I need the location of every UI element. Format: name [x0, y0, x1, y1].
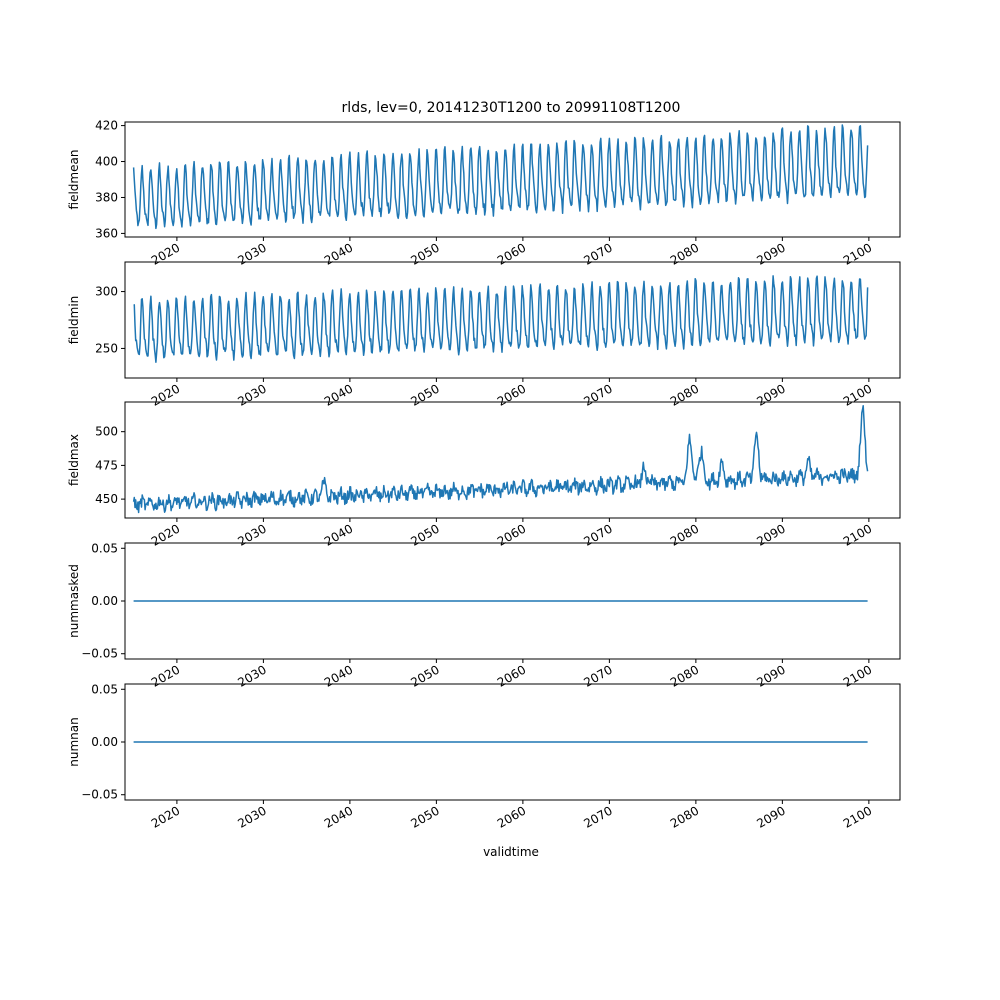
y-axis-label: fieldmin [67, 296, 81, 345]
figure-title: rlds, lev=0, 20141230T1200 to 20991108T1… [342, 100, 681, 116]
series-line-fieldmin [133, 275, 869, 363]
y-tick-label: −0.05 [81, 788, 118, 802]
y-tick-label: 450 [95, 492, 118, 506]
y-tick-label: 400 [95, 155, 118, 169]
axes-frame [124, 261, 901, 379]
y-tick-label: 250 [95, 341, 118, 355]
y-axis-label: fieldmean [67, 150, 81, 210]
x-axis-label: validtime [483, 845, 539, 859]
y-tick-label: 0.00 [91, 594, 118, 608]
series-line-fieldmean [132, 124, 869, 230]
axes-frame [124, 401, 901, 519]
y-axis-label: fieldmax [67, 434, 81, 486]
y-tick-label: 420 [95, 119, 118, 133]
series-line-fieldmax [132, 405, 869, 514]
y-tick-label: 0.05 [91, 541, 118, 555]
y-tick-label: 475 [95, 458, 118, 472]
y-tick-label: 380 [95, 190, 118, 204]
y-tick-label: 0.00 [91, 735, 118, 749]
y-tick-label: −0.05 [81, 647, 118, 661]
y-tick-label: 500 [95, 425, 118, 439]
y-axis-label: numnan [67, 717, 81, 766]
y-tick-label: 0.05 [91, 682, 118, 696]
y-tick-label: 360 [95, 226, 118, 240]
y-tick-label: 300 [95, 285, 118, 299]
y-axis-label: nummasked [67, 564, 81, 638]
axes-frame [124, 121, 901, 238]
